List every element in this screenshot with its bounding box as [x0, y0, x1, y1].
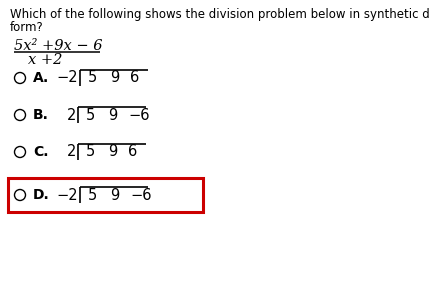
Text: 9: 9 — [110, 70, 119, 85]
Circle shape — [15, 72, 25, 83]
Text: Which of the following shows the division problem below in synthetic division: Which of the following shows the divisio… — [10, 8, 429, 21]
Text: 9: 9 — [108, 108, 117, 123]
Circle shape — [15, 147, 25, 158]
Text: 9: 9 — [108, 145, 117, 160]
Text: 5: 5 — [88, 70, 97, 85]
Text: D.: D. — [33, 188, 50, 202]
Text: 9: 9 — [110, 188, 119, 203]
Circle shape — [15, 190, 25, 200]
Text: 6: 6 — [130, 70, 139, 85]
FancyBboxPatch shape — [8, 178, 203, 212]
Circle shape — [15, 110, 25, 121]
Text: 5: 5 — [88, 188, 97, 203]
Text: form?: form? — [10, 21, 44, 34]
Text: 2: 2 — [66, 108, 76, 123]
Text: C.: C. — [33, 145, 48, 159]
Text: B.: B. — [33, 108, 49, 122]
Text: 6: 6 — [128, 145, 137, 160]
Text: 5x² +9x − 6: 5x² +9x − 6 — [14, 39, 103, 53]
Text: A.: A. — [33, 71, 49, 85]
Text: 2: 2 — [66, 145, 76, 160]
Text: x +2: x +2 — [28, 53, 62, 67]
Text: −6: −6 — [130, 188, 151, 203]
Text: −2: −2 — [56, 70, 78, 85]
Text: −2: −2 — [56, 188, 78, 203]
Text: 5: 5 — [86, 145, 95, 160]
Text: −6: −6 — [128, 108, 149, 123]
Text: 5: 5 — [86, 108, 95, 123]
